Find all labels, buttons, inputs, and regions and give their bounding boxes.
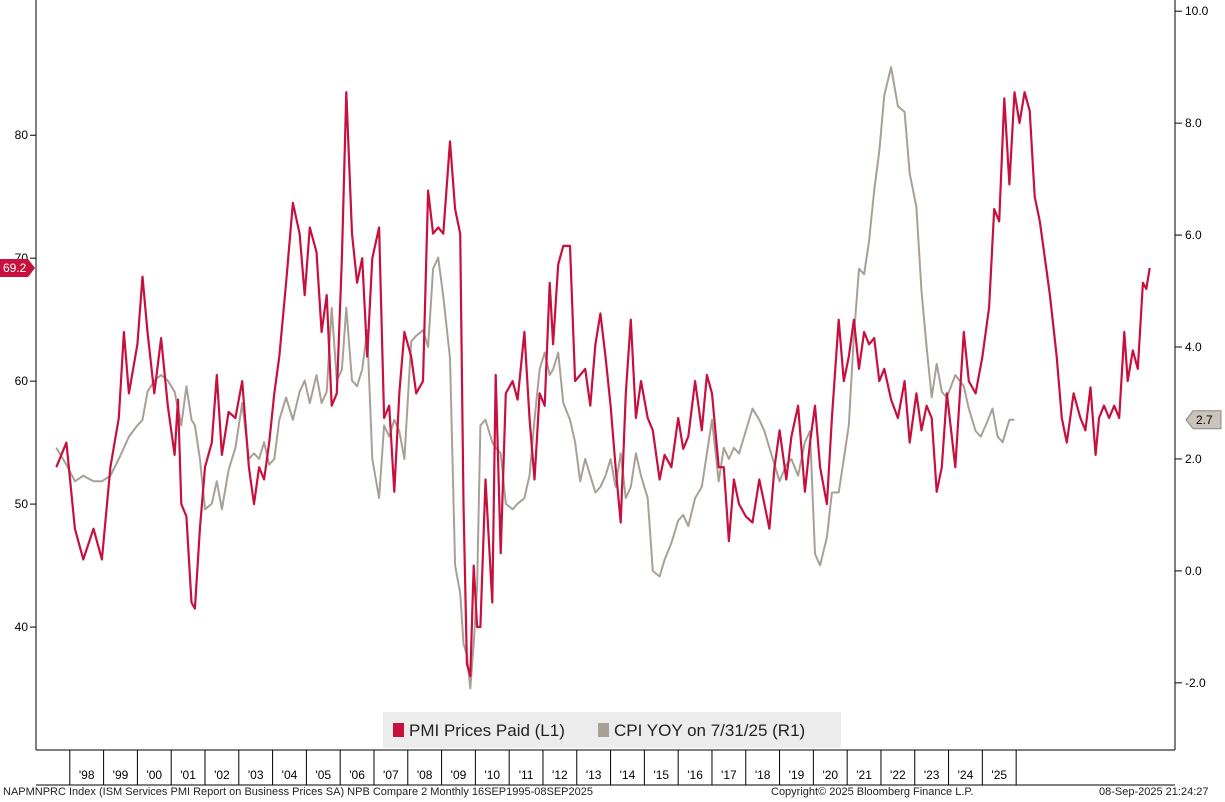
x-tick-label: '18 <box>755 768 771 782</box>
x-tick-label: '08 <box>417 768 433 782</box>
last-value-right: 2.7 <box>1196 413 1213 427</box>
x-tick-label: '20 <box>822 768 838 782</box>
right-tick-label: 4.0 <box>1185 340 1202 354</box>
legend: PMI Prices Paid (L1) CPI YOY on 7/31/25 (… <box>383 712 841 748</box>
right-tick-label: 2.0 <box>1185 452 1202 466</box>
x-tick-label: '07 <box>383 768 399 782</box>
footer-copyright: Copyright© 2025 Bloomberg Finance L.P. <box>771 786 974 798</box>
right-tick-label: 6.0 <box>1185 228 1202 242</box>
x-tick-label: '23 <box>924 768 940 782</box>
x-tick-label: '22 <box>890 768 906 782</box>
x-tick-label: '00 <box>146 768 162 782</box>
x-tick-label: '10 <box>484 768 500 782</box>
x-tick-label: '24 <box>958 768 974 782</box>
right-tick-label: 0.0 <box>1185 564 1202 578</box>
x-tick-label: '13 <box>586 768 602 782</box>
series-line-pmi-prices-paid <box>55 91 1151 678</box>
x-tick-label: '06 <box>349 768 365 782</box>
last-value-badge-right <box>1185 410 1222 430</box>
x-tick-label: '01 <box>180 768 196 782</box>
right-tick-label: 10.0 <box>1185 4 1209 18</box>
legend-label-pmi: PMI Prices Paid (L1) <box>409 721 565 740</box>
left-tick-label: 40 <box>15 620 29 634</box>
legend-label-cpi: CPI YOY on 7/31/25 (R1) <box>614 721 805 740</box>
left-tick-label: 60 <box>15 374 29 388</box>
x-tick-label: '12 <box>552 768 568 782</box>
x-tick-label: '25 <box>991 768 1007 782</box>
legend-swatch-cpi <box>598 723 609 737</box>
legend-box <box>383 712 841 748</box>
x-tick-label: '02 <box>214 768 230 782</box>
x-tick-label: '99 <box>113 768 129 782</box>
left-tick-label: 80 <box>15 128 29 142</box>
x-tick-label: '04 <box>282 768 298 782</box>
last-value-badge-left <box>0 259 35 278</box>
legend-swatch-pmi <box>393 723 404 737</box>
x-tick-label: '17 <box>721 768 737 782</box>
x-tick-label: '05 <box>315 768 331 782</box>
footer-source: NAPMNPRC Index (ISM Services PMI Report … <box>3 786 593 798</box>
x-tick-label: '09 <box>451 768 467 782</box>
x-tick-label: '11 <box>519 768 534 782</box>
x-tick-label: '19 <box>789 768 805 782</box>
x-tick-label: '14 <box>620 768 636 782</box>
x-tick-label: '21 <box>856 768 872 782</box>
right-tick-label: -2.0 <box>1185 676 1206 690</box>
x-tick-label: '15 <box>653 768 669 782</box>
series-line-cpi-yoy <box>55 66 1015 690</box>
x-tick-label: '98 <box>79 768 95 782</box>
x-tick-label: '03 <box>248 768 264 782</box>
right-tick-label: 8.0 <box>1185 116 1202 130</box>
footer-timestamp: 08-Sep-2025 21:24:27 <box>1099 786 1209 798</box>
x-tick-label: '16 <box>687 768 703 782</box>
left-tick-label: 50 <box>15 497 29 511</box>
last-value-left: 69.2 <box>3 261 27 275</box>
